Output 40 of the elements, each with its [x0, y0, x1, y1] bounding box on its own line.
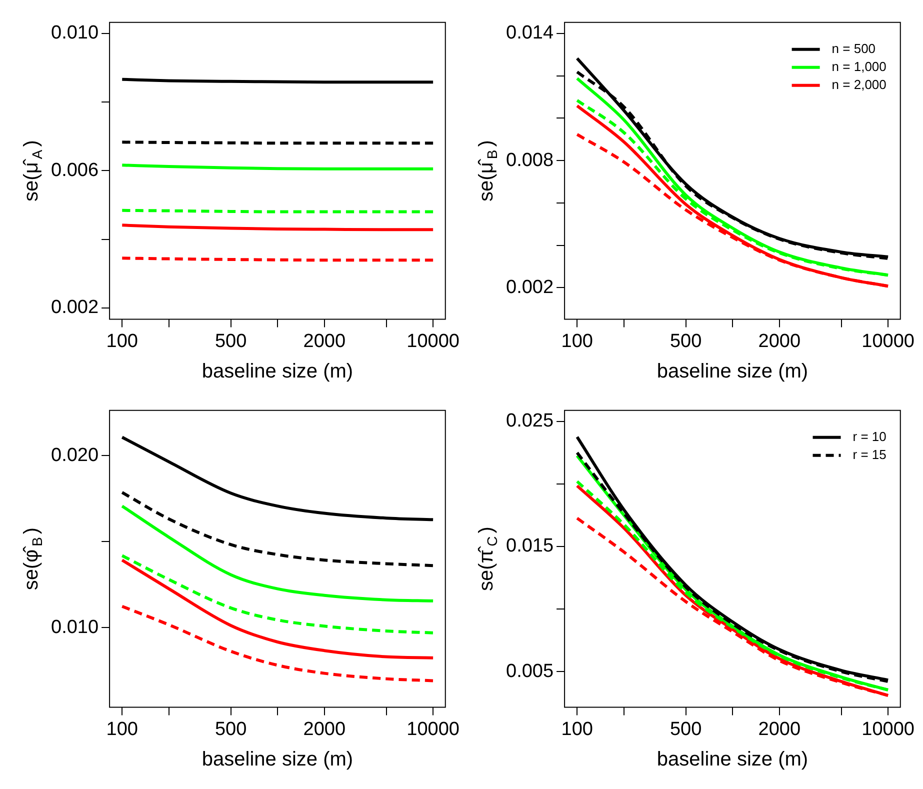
y-axis-title: se(μ̂A) — [20, 140, 45, 202]
legend-label: n = 2,000 — [832, 76, 886, 92]
x-tick-label: 100 — [106, 330, 138, 352]
x-tick-label: 100 — [561, 718, 593, 740]
y-axis-title: se(μ̂B) — [476, 140, 500, 202]
x-axis-title: baseline size (m) — [656, 360, 808, 383]
x-axis-title: baseline size (m) — [202, 360, 354, 383]
x-tick-label: 500 — [670, 718, 702, 740]
x-tick-label: 10000 — [862, 718, 914, 740]
y-tick-label: 0.008 — [506, 150, 554, 171]
x-axis-title: baseline size (m) — [656, 748, 808, 771]
y-tick-label: 0.002 — [506, 276, 554, 298]
y-tick-label: 0.006 — [51, 160, 99, 181]
x-tick-label: 100 — [561, 330, 593, 352]
x-tick-label: 10000 — [862, 330, 914, 352]
x-tick-label: 10000 — [406, 718, 460, 740]
x-tick-label: 2000 — [758, 330, 801, 352]
x-tick-label: 10000 — [406, 330, 460, 352]
x-tick-label: 2000 — [303, 330, 346, 352]
y-tick-label: 0.005 — [506, 660, 554, 682]
y-tick-label: 0.015 — [506, 536, 554, 557]
x-axis-title: baseline size (m) — [202, 748, 354, 771]
y-tick-label: 0.010 — [51, 22, 99, 44]
x-tick-label: 500 — [214, 718, 247, 740]
x-tick-label: 100 — [106, 718, 138, 740]
legend-label: r = 15 — [852, 446, 886, 462]
y-axis-title: se(φ̂B) — [20, 527, 45, 590]
y-tick-label: 0.014 — [506, 22, 554, 44]
y-axis-title: se(π̂C) — [476, 526, 500, 591]
y-tick-label: 0.025 — [506, 410, 554, 432]
legend-label: n = 1,000 — [832, 58, 886, 74]
y-tick-label: 0.002 — [51, 297, 99, 318]
y-tick-label: 0.010 — [51, 616, 99, 638]
y-tick-label: 0.020 — [51, 444, 99, 466]
x-tick-label: 500 — [670, 330, 702, 352]
legend-label: r = 10 — [852, 428, 886, 444]
legend-label: n = 500 — [832, 40, 876, 56]
x-tick-label: 2000 — [303, 718, 346, 740]
x-tick-label: 500 — [214, 330, 247, 352]
x-tick-label: 2000 — [758, 718, 801, 740]
